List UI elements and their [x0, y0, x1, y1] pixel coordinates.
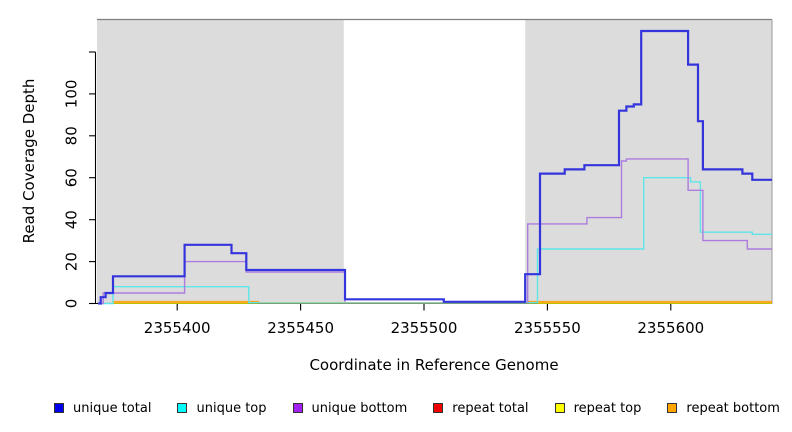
legend-label: repeat top — [573, 400, 642, 416]
legend-swatch-repeat-total — [433, 403, 444, 413]
legend-item-repeat-bottom: repeat bottom — [667, 401, 780, 416]
legend-item-unique-total: unique total — [54, 401, 151, 416]
shaded-region — [525, 19, 772, 304]
legend-label: repeat bottom — [686, 400, 780, 416]
y-tick-label: 100 — [63, 80, 81, 109]
x-tick-label: 2355450 — [267, 319, 334, 337]
legend-item-unique-top: unique top — [177, 400, 267, 416]
legend-item-unique-bottom: unique bottom — [292, 400, 408, 416]
legend-label: unique total — [73, 400, 152, 416]
x-tick-label: 2355600 — [637, 319, 704, 337]
y-axis-title: Read Coverage Depth — [20, 79, 38, 244]
y-tick-label: 20 — [63, 252, 81, 271]
series-line-unique-total — [98, 29, 772, 305]
legend-label: unique top — [196, 400, 267, 416]
y-tick-label: 0 — [63, 299, 81, 309]
legend-swatch-unique-bottom — [292, 403, 303, 413]
y-tick-label: 60 — [63, 168, 81, 187]
x-axis-title: Coordinate in Reference Genome — [309, 356, 558, 374]
legend-swatch-unique-total — [54, 403, 64, 413]
shaded-region — [97, 19, 344, 304]
legend-swatch-unique-top — [177, 403, 188, 413]
legend-label: unique bottom — [311, 400, 408, 416]
x-tick-label: 2355550 — [514, 319, 581, 337]
x-tick-label: 2355500 — [391, 319, 458, 337]
plot-area: 2355400 2355450 2355500 2355550 2355600 0 20 40… — [63, 18, 773, 337]
y-tick-label: 80 — [63, 126, 81, 145]
legend-item-repeat-total: repeat total — [433, 400, 529, 416]
legend-label: repeat total — [452, 400, 529, 416]
x-tick-label: 2355400 — [144, 319, 211, 337]
legend-swatch-repeat-bottom — [667, 403, 678, 413]
series-line-unique-top — [98, 177, 772, 305]
chart-canvas: 2355400 2355450 2355500 2355550 2355600 0 20 40… — [20, 18, 773, 374]
legend-swatch-repeat-top — [554, 403, 565, 413]
y-tick-label: 40 — [63, 210, 81, 229]
legend: unique total unique top unique bottom repea… — [0, 394, 792, 422]
legend-item-repeat-top: repeat top — [554, 400, 642, 416]
